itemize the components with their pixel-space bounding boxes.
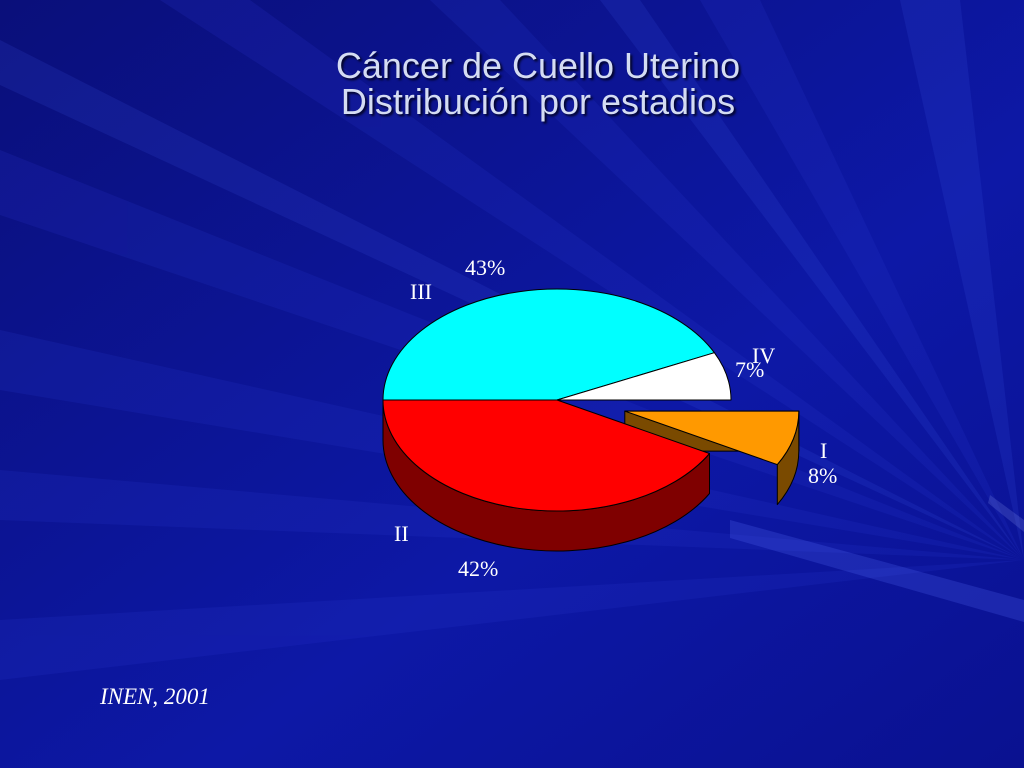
pie-tops: [382, 288, 800, 512]
source-note: INEN, 2001: [100, 684, 210, 709]
slice-label-I: I: [820, 438, 827, 463]
slice-value-I: 8%: [808, 463, 837, 488]
slice-label-II: II: [394, 521, 409, 546]
slice-ii: [382, 399, 710, 512]
slice-i: [624, 410, 800, 466]
slice-iii: [382, 288, 715, 401]
slice-value-III: 43%: [465, 255, 505, 280]
slice-value-IV: 7%: [735, 357, 764, 382]
chart-title: Cáncer de Cuello Uterino: [335, 45, 741, 86]
slice-label-III: III: [410, 279, 432, 304]
slice-label-IV: IV: [752, 343, 775, 368]
chart-subtitle: Distribución por estadios: [340, 81, 736, 122]
slice-value-II: 42%: [458, 556, 498, 581]
slice-iv: [556, 352, 732, 401]
